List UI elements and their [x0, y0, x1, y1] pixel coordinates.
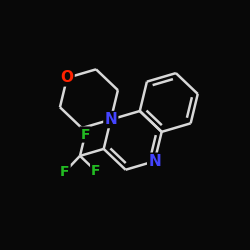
Text: N: N — [104, 112, 117, 127]
Text: N: N — [148, 154, 161, 169]
Text: F: F — [80, 128, 90, 141]
Text: F: F — [91, 164, 101, 178]
Text: F: F — [60, 165, 70, 179]
Text: O: O — [60, 70, 74, 85]
